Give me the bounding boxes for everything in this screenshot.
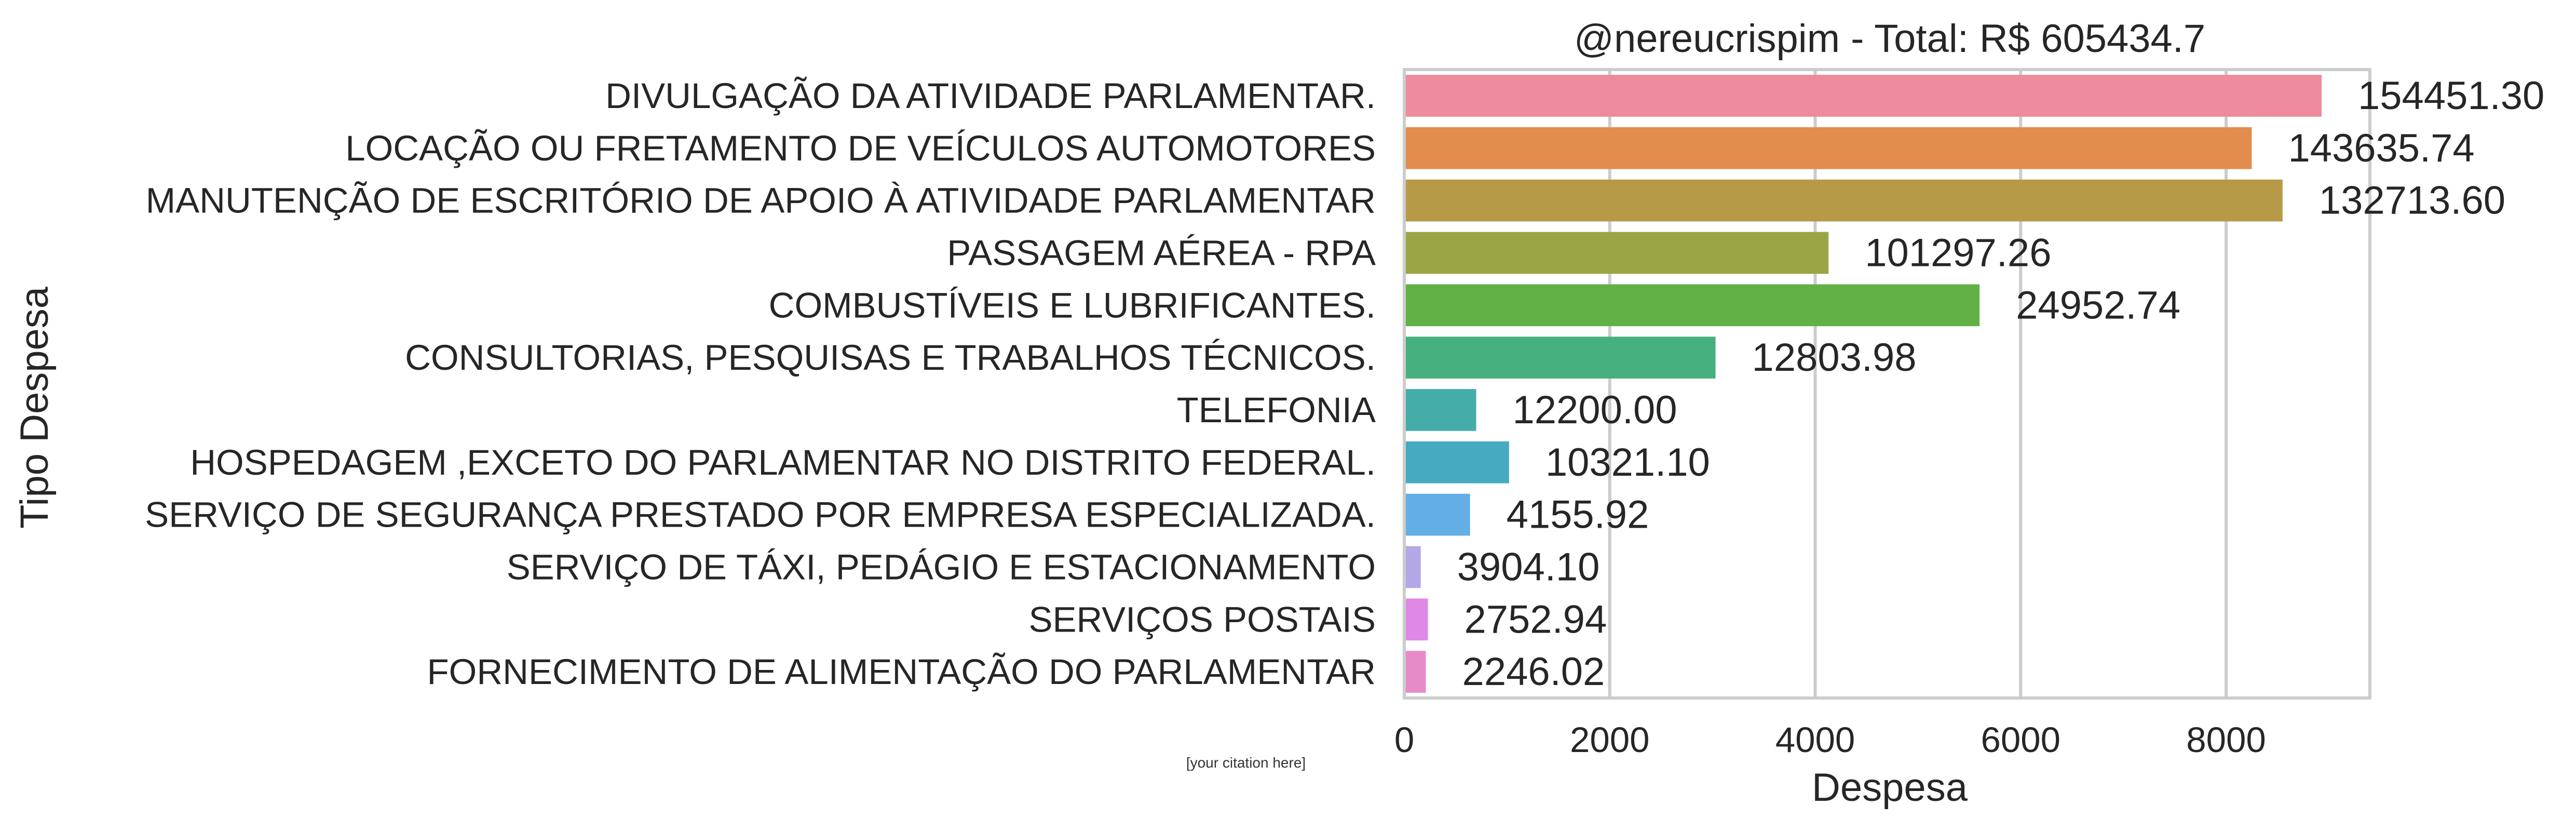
data-label: 101297.26 bbox=[1865, 231, 2051, 275]
bar bbox=[1404, 651, 1426, 693]
x-tick-label: 4000 bbox=[1775, 720, 1855, 760]
data-label: 12803.98 bbox=[1752, 336, 1917, 380]
category-label: DIVULGAÇÃO DA ATIVIDADE PARLAMENTAR. bbox=[605, 76, 1376, 116]
x-tick-label: 0 bbox=[1394, 720, 1414, 760]
bar bbox=[1404, 493, 1470, 536]
category-label: SERVIÇOS POSTAIS bbox=[1029, 599, 1376, 639]
x-axis-title: Despesa bbox=[1812, 766, 1968, 810]
bar bbox=[1404, 441, 1509, 484]
x-tick-label: 2000 bbox=[1570, 720, 1650, 760]
category-label: SERVIÇO DE TÁXI, PEDÁGIO E ESTACIONAMENT… bbox=[507, 547, 1376, 587]
bar bbox=[1404, 179, 2283, 222]
data-label: 12200.00 bbox=[1513, 388, 1677, 432]
data-label: 2246.02 bbox=[1462, 650, 1605, 694]
data-label: 143635.74 bbox=[2288, 126, 2474, 170]
bar bbox=[1404, 284, 1980, 327]
data-labels: 154451.30 143635.74 132713.60 101297.26 2495… bbox=[1457, 74, 2545, 694]
category-label: HOSPEDAGEM ,EXCETO DO PARLAMENTAR NO DIS… bbox=[190, 442, 1376, 482]
category-label: TELEFONIA bbox=[1177, 390, 1376, 430]
bar bbox=[1404, 546, 1421, 588]
x-tick-label: 8000 bbox=[2186, 720, 2266, 760]
bar bbox=[1404, 127, 2252, 169]
category-label: PASSAGEM AÉREA - RPA bbox=[947, 233, 1376, 273]
bars bbox=[1404, 75, 2322, 693]
category-label: CONSULTORIAS, PESQUISAS E TRABALHOS TÉCN… bbox=[405, 338, 1376, 378]
data-label: 10321.10 bbox=[1545, 440, 1710, 485]
bar bbox=[1404, 232, 1829, 274]
data-label: 24952.74 bbox=[2016, 283, 2180, 327]
bar bbox=[1404, 598, 1428, 641]
plot-frame bbox=[1403, 68, 2371, 700]
category-label: COMBUSTÍVEIS E LUBRIFICANTES. bbox=[769, 285, 1376, 325]
category-label: FORNECIMENTO DE ALIMENTAÇÃO DO PARLAMENT… bbox=[427, 652, 1376, 692]
bar bbox=[1404, 389, 1476, 431]
category-label: MANUTENÇÃO DE ESCRITÓRIO DE APOIO À ATIV… bbox=[146, 181, 1376, 221]
bar bbox=[1404, 337, 1716, 379]
category-labels: DIVULGAÇÃO DA ATIVIDADE PARLAMENTAR. LOCA… bbox=[145, 76, 1376, 692]
y-axis-title: Tipo Despesa bbox=[12, 286, 57, 529]
x-tick-labels: 0 2000 4000 6000 8000 bbox=[1394, 720, 2266, 760]
category-label: SERVIÇO DE SEGURANÇA PRESTADO POR EMPRES… bbox=[145, 495, 1376, 535]
citation-text: [your citation here] bbox=[1186, 755, 1306, 771]
category-label: LOCAÇÃO OU FRETAMENTO DE VEÍCULOS AUTOMO… bbox=[345, 128, 1376, 168]
bar bbox=[1404, 75, 2322, 117]
data-label: 132713.60 bbox=[2319, 179, 2505, 223]
data-label: 3904.10 bbox=[1457, 545, 1600, 589]
data-label: 4155.92 bbox=[1507, 493, 1649, 537]
data-label: 154451.30 bbox=[2358, 74, 2544, 118]
x-tick-label: 6000 bbox=[1981, 720, 2060, 760]
data-label: 2752.94 bbox=[1465, 597, 1607, 641]
chart-title: @nereucrispim - Total: R$ 605434.7 bbox=[1574, 17, 2205, 61]
